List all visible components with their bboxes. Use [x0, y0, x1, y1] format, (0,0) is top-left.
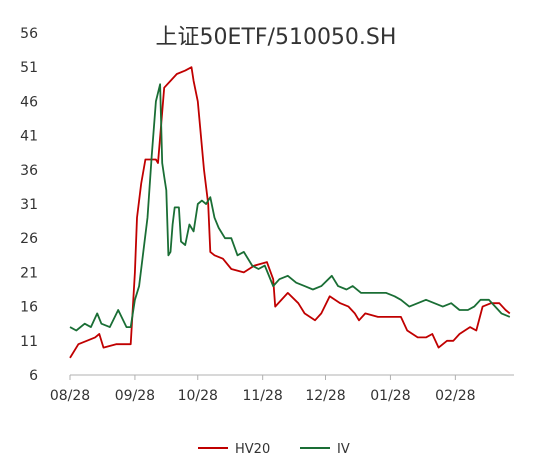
y-tick-label: 16 — [20, 300, 38, 316]
x-tick-label: 02/28 — [435, 388, 475, 404]
x-tick-label: 01/28 — [370, 388, 410, 404]
legend-label-hv20: HV20 — [235, 442, 270, 457]
x-tick-label: 12/28 — [305, 388, 345, 404]
y-tick-label: 31 — [20, 197, 38, 213]
x-tick-label: 10/28 — [178, 388, 218, 404]
y-tick-label: 36 — [20, 163, 38, 179]
chart-title: 上证50ETF/510050.SH — [156, 25, 397, 50]
y-tick-label: 56 — [20, 26, 38, 42]
series-group — [69, 66, 511, 359]
y-tick-label: 21 — [20, 265, 38, 281]
x-tick-label: 08/28 — [50, 388, 90, 404]
y-axis-labels: 6 11 16 21 26 31 36 41 46 51 56 — [20, 26, 38, 384]
x-tick-label: 11/28 — [242, 388, 282, 404]
y-tick-label: 26 — [20, 231, 38, 247]
y-tick-label: 51 — [20, 60, 38, 76]
x-axis: 08/28 09/28 10/28 11/28 12/28 01/28 02/28 — [50, 374, 514, 404]
y-tick-label: 11 — [20, 334, 38, 350]
series-line-hv20 — [69, 66, 511, 359]
y-tick-label: 41 — [20, 129, 38, 145]
y-tick-label: 6 — [29, 368, 38, 384]
legend-label-iv: IV — [337, 442, 350, 457]
y-tick-label: 46 — [20, 94, 38, 110]
legend: HV20 IV — [198, 442, 350, 457]
series-line-iv — [69, 83, 511, 332]
x-tick-label: 09/28 — [115, 388, 155, 404]
